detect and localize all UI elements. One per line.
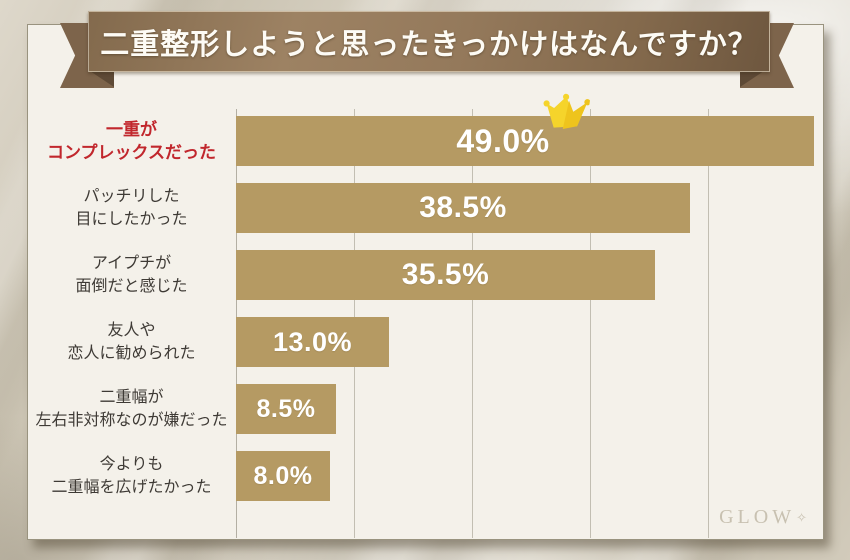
watermark-text: GLOW bbox=[719, 506, 796, 528]
gridline-40pct bbox=[708, 109, 709, 538]
category-label-line: 一重が bbox=[106, 120, 157, 139]
value-label: 8.5% bbox=[256, 394, 316, 423]
category-label-line: 二重幅を広げたかった bbox=[51, 479, 212, 496]
chart-panel: 一重がコンプレックスだった 49.0% パッチリした 目にしたかった 38.5% アイプ… bbox=[27, 24, 824, 540]
chart-row: 一重がコンプレックスだった 49.0% bbox=[28, 93, 823, 166]
category-label-line: 恋人に勧められた bbox=[67, 345, 196, 362]
category-label-line: パッチリした bbox=[83, 188, 180, 205]
bar: 49.0% bbox=[236, 116, 814, 166]
value-label: 8.0% bbox=[253, 461, 313, 490]
chart-row: 友人や恋人に勧められた 13.0% bbox=[28, 317, 823, 367]
category-label-line: コンプレックスだった bbox=[47, 143, 216, 162]
category-label-line: アイプチが bbox=[91, 255, 172, 272]
chart-row: パッチリした 目にしたかった 38.5% bbox=[28, 183, 823, 233]
bar: 8.5% bbox=[236, 384, 336, 434]
category-label: 二重幅が左右非対称なのが嫌だった bbox=[30, 384, 233, 434]
crown-icon bbox=[543, 93, 591, 129]
category-label-line: 友人や bbox=[107, 322, 156, 339]
watermark-mark-icon: ✧ bbox=[796, 509, 807, 525]
title-banner: 二重整形しようと思ったきっかけはなんですか？ bbox=[88, 11, 770, 72]
page-title: 二重整形しようと思ったきっかけはなんですか？ bbox=[100, 28, 758, 61]
category-label: パッチリした 目にしたかった bbox=[30, 183, 233, 233]
watermark: GLOW ✧ bbox=[719, 506, 807, 529]
value-label: 38.5% bbox=[419, 191, 507, 224]
category-label-line: 面倒だと感じた bbox=[75, 278, 188, 295]
bar: 13.0% bbox=[236, 317, 389, 367]
bar: 35.5% bbox=[236, 250, 655, 300]
value-label: 35.5% bbox=[401, 258, 490, 291]
category-label-line: 目にしたかった bbox=[75, 211, 188, 228]
category-label: 今よりも二重幅を広げたかった bbox=[30, 451, 233, 501]
category-label: アイプチが面倒だと感じた bbox=[30, 250, 233, 300]
gridline-20pct bbox=[472, 109, 473, 538]
chart-row: アイプチが面倒だと感じた 35.5% bbox=[28, 250, 823, 300]
value-label: 49.0% bbox=[456, 122, 550, 159]
category-label-line: 左右非対称なのが嫌だった bbox=[35, 412, 228, 429]
bar: 38.5% bbox=[236, 183, 690, 233]
value-label: 13.0% bbox=[272, 326, 353, 357]
category-label-line: 二重幅が bbox=[99, 389, 164, 406]
gridline-30pct bbox=[590, 109, 591, 538]
bar: 8.0% bbox=[236, 451, 330, 501]
chart-row: 今よりも二重幅を広げたかった 8.0% bbox=[28, 451, 823, 501]
category-label: 友人や恋人に勧められた bbox=[30, 317, 233, 367]
category-label-line: 今よりも bbox=[99, 456, 164, 473]
category-label: 一重がコンプレックスだった bbox=[30, 116, 233, 166]
chart-row: 二重幅が左右非対称なのが嫌だった 8.5% bbox=[28, 384, 823, 434]
